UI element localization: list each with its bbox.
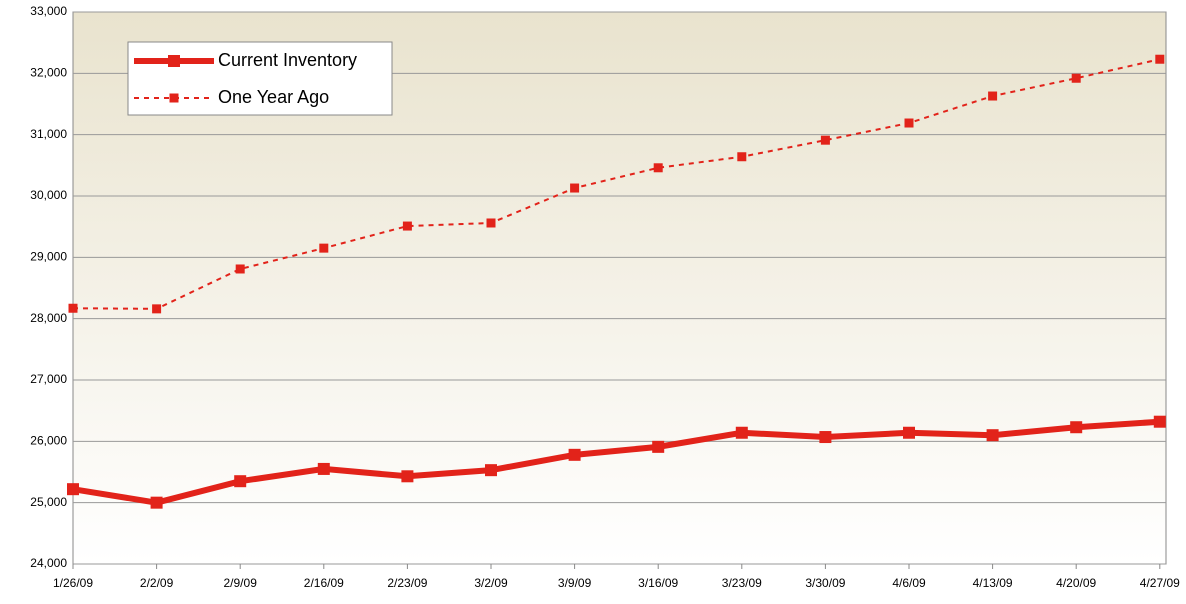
x-tick-label: 2/16/09 [304,576,344,590]
y-tick-label: 28,000 [30,311,67,325]
y-tick-label: 27,000 [30,372,67,386]
y-tick-label: 24,000 [30,556,67,570]
y-tick-label: 26,000 [30,434,67,448]
x-tick-label: 4/20/09 [1056,576,1096,590]
marker [486,218,496,228]
x-tick-label: 2/2/09 [140,576,174,590]
y-tick-label: 32,000 [30,66,67,80]
marker [904,118,914,128]
marker [401,470,414,483]
y-tick-label: 30,000 [30,188,67,202]
marker [653,163,663,173]
x-tick-label: 2/23/09 [387,576,427,590]
y-tick-label: 31,000 [30,127,67,141]
x-tick-label: 4/13/09 [973,576,1013,590]
marker [820,135,830,145]
marker [152,304,162,314]
marker [317,462,330,475]
legend-marker [169,93,179,103]
legend-label: One Year Ago [218,87,329,107]
marker [568,448,581,461]
x-tick-label: 2/9/09 [224,576,258,590]
marker [485,464,497,477]
legend-label: Current Inventory [218,50,357,70]
marker [150,496,163,509]
marker [819,431,832,444]
legend-marker [168,55,180,67]
marker [986,429,999,442]
marker [235,264,245,274]
marker [988,91,998,101]
series-line [72,58,1161,310]
marker [735,426,748,439]
marker [570,183,580,193]
marker [67,483,79,496]
marker [319,243,329,253]
marker [652,440,665,453]
x-tick-label: 3/16/09 [638,576,678,590]
marker [234,475,247,488]
x-tick-label: 3/2/09 [474,576,508,590]
series-line [72,418,1160,506]
marker [1155,54,1165,64]
x-tick-label: 4/27/09 [1140,576,1180,590]
x-tick-label: 3/9/09 [558,576,592,590]
legend: Current Inventory One Year Ago [127,41,393,116]
x-tick-label: 4/6/09 [892,576,926,590]
marker [1071,73,1081,83]
y-tick-label: 25,000 [30,495,67,509]
y-tick-label: 33,000 [30,4,67,18]
marker [68,303,78,313]
marker [903,426,915,439]
x-tick-label: 3/30/09 [805,576,845,590]
marker [1153,415,1166,428]
legend-box [127,41,393,116]
x-tick-label: 1/26/09 [53,576,93,590]
marker [737,152,747,162]
x-tick-label: 3/23/09 [722,576,762,590]
y-tick-label: 29,000 [30,250,67,264]
marker [402,221,412,231]
marker [1070,421,1083,434]
